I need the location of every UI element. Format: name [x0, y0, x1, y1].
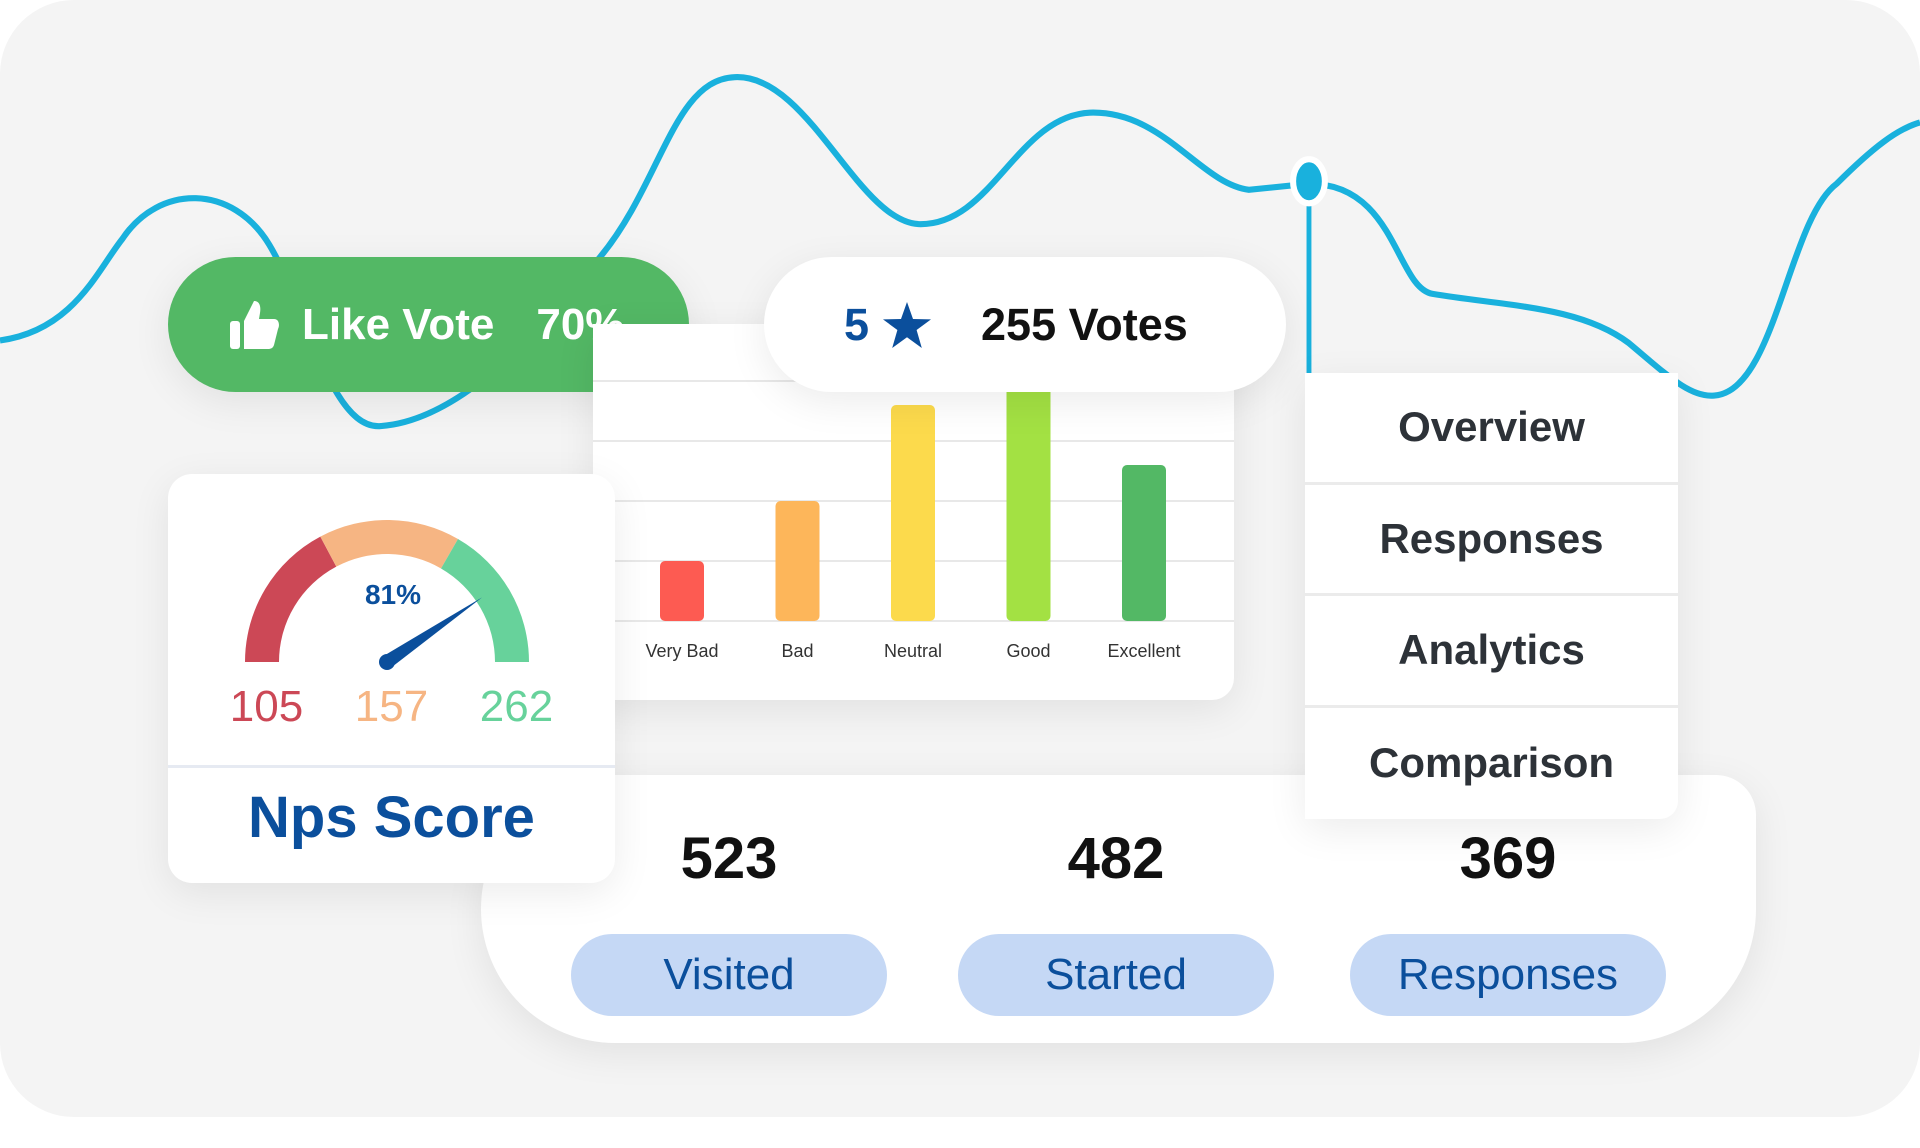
bar-bad	[775, 501, 820, 621]
visited-button[interactable]: Visited	[571, 934, 887, 1016]
x-tick-label: Good	[1006, 641, 1050, 661]
nps-mid-value: 157	[354, 682, 429, 731]
stat-responses: 369 Responses	[1350, 825, 1666, 1016]
gauge-segment-high	[441, 539, 529, 662]
star-icon	[883, 301, 932, 348]
stats-card: 523 Visited 482 Started 369 Responses	[481, 775, 1756, 1043]
marker-dot	[1290, 156, 1328, 207]
bar-good	[1006, 381, 1051, 621]
nps-divider	[168, 765, 615, 768]
x-tick-label: Very Bad	[645, 641, 718, 661]
x-tick-label: Bad	[781, 641, 813, 661]
x-tick-label: Neutral	[884, 641, 942, 661]
started-button[interactable]: Started	[958, 934, 1274, 1016]
star-count: 5	[844, 298, 870, 350]
stat-started: 482 Started	[958, 825, 1274, 1016]
stat-value: 482	[1067, 826, 1165, 891]
nps-low-value: 105	[229, 682, 304, 731]
gauge-needle	[383, 597, 483, 668]
votes-count: 255 Votes	[981, 298, 1188, 350]
nav-item-analytics[interactable]: Analytics	[1305, 596, 1678, 708]
nps-percent: 81%	[365, 579, 421, 610]
thumbs-up-icon	[230, 300, 279, 349]
bar-excellent	[1122, 465, 1166, 621]
votes-pill: 5 255 Votes	[764, 257, 1286, 392]
gauge-segment-mid	[320, 520, 458, 569]
nav-item-responses[interactable]: Responses	[1305, 485, 1678, 596]
nps-high-value: 262	[479, 682, 554, 731]
responses-button[interactable]: Responses	[1350, 934, 1666, 1016]
bar-neutral	[891, 405, 935, 621]
nav-menu: Overview Responses Analytics Comparison	[1305, 373, 1678, 819]
stat-value: 369	[1459, 826, 1557, 891]
like-vote-label: Like Vote	[302, 299, 495, 349]
nps-score-card: 81% 105 157 262 Nps Score	[168, 474, 615, 883]
nav-item-comparison[interactable]: Comparison	[1368, 739, 1615, 787]
nps-title: Nps Score	[248, 785, 535, 850]
bar-very-bad	[660, 561, 704, 621]
like-vote-pill: Like Vote 70%	[168, 257, 689, 392]
stat-visited: 523 Visited	[571, 825, 887, 1016]
gauge-needle-hub	[379, 654, 395, 670]
bar-chart-svg: Very Bad Bad Neutral Good Excellent	[593, 380, 1234, 661]
stat-value: 523	[680, 826, 778, 891]
x-tick-label: Excellent	[1107, 641, 1180, 661]
nps-gauge: 81%	[245, 520, 529, 670]
nav-item-overview[interactable]: Overview	[1305, 373, 1678, 485]
gauge-segment-low	[245, 536, 337, 662]
